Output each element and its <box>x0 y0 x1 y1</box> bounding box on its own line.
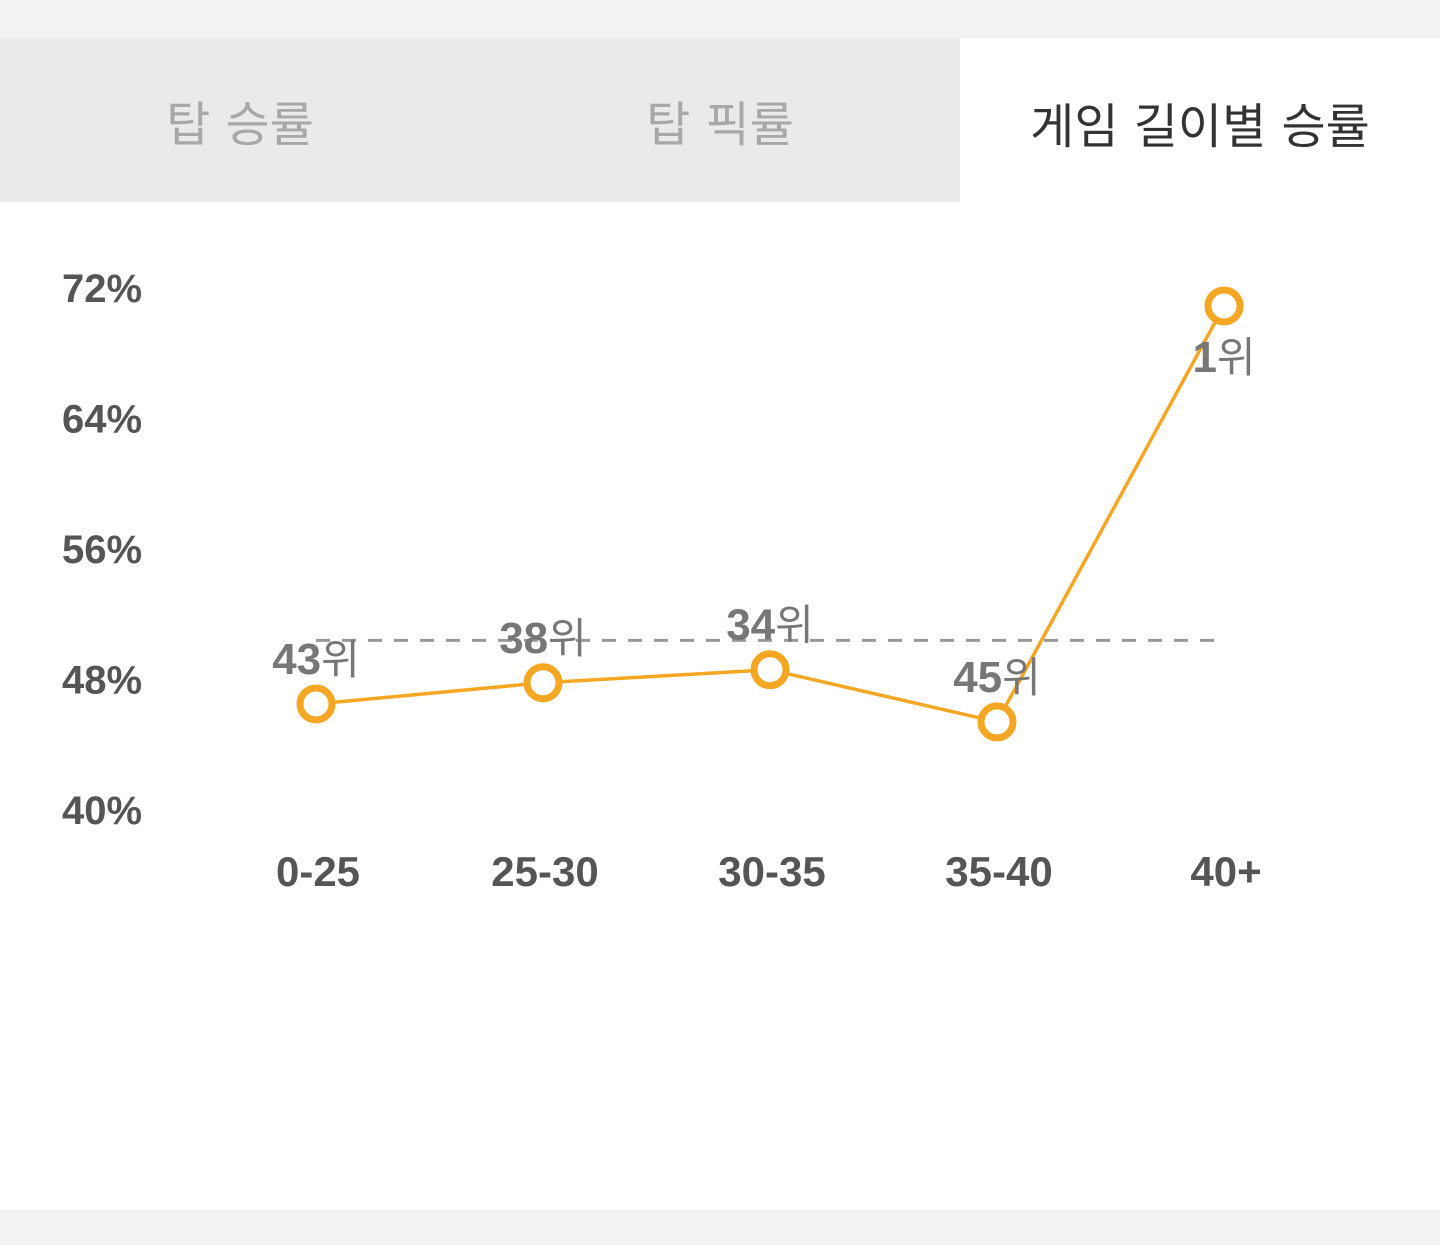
y-tick-label: 56% <box>62 528 142 572</box>
x-tick-label: 25-30 <box>491 848 598 895</box>
chart-card: 탑 승률 탑 픽률 게임 길이별 승률 <box>0 38 1440 1210</box>
y-tick-label: 64% <box>62 398 142 442</box>
rank-unit: 위 <box>1002 653 1041 702</box>
x-tick-label: 40+ <box>1190 848 1261 895</box>
rank-number: 1 <box>1192 333 1216 382</box>
data-point <box>1204 286 1244 326</box>
data-point <box>296 684 336 724</box>
rank-label: 43위 <box>272 635 360 684</box>
y-tick-label: 48% <box>62 659 142 703</box>
tab-top-pick-rate[interactable]: 탑 픽률 <box>480 38 960 202</box>
data-point <box>523 663 563 703</box>
rank-label: 45위 <box>953 653 1041 702</box>
x-tick-label: 35-40 <box>945 848 1052 895</box>
rank-number: 43 <box>272 635 321 684</box>
y-tick-label: 72% <box>62 267 142 311</box>
data-point <box>750 650 790 690</box>
rank-label: 1위 <box>1192 333 1255 382</box>
rank-unit: 위 <box>548 614 587 663</box>
data-point <box>977 702 1017 742</box>
tab-bar: 탑 승률 탑 픽률 게임 길이별 승률 <box>0 38 1440 202</box>
rank-label: 38위 <box>499 614 587 663</box>
tab-top-win-rate[interactable]: 탑 승률 <box>0 38 480 202</box>
rank-number: 38 <box>499 614 548 663</box>
rank-number: 45 <box>953 653 1002 702</box>
y-tick-label: 40% <box>62 789 142 833</box>
tab-win-rate-by-game-length[interactable]: 게임 길이별 승률 <box>960 42 1440 202</box>
rank-label: 34위 <box>726 601 814 650</box>
rank-unit: 위 <box>1217 333 1256 382</box>
rank-unit: 위 <box>321 635 360 684</box>
rank-number: 34 <box>726 601 775 650</box>
x-tick-label: 30-35 <box>718 848 825 895</box>
x-tick-label: 0-25 <box>276 848 360 895</box>
rank-unit: 위 <box>775 601 814 650</box>
